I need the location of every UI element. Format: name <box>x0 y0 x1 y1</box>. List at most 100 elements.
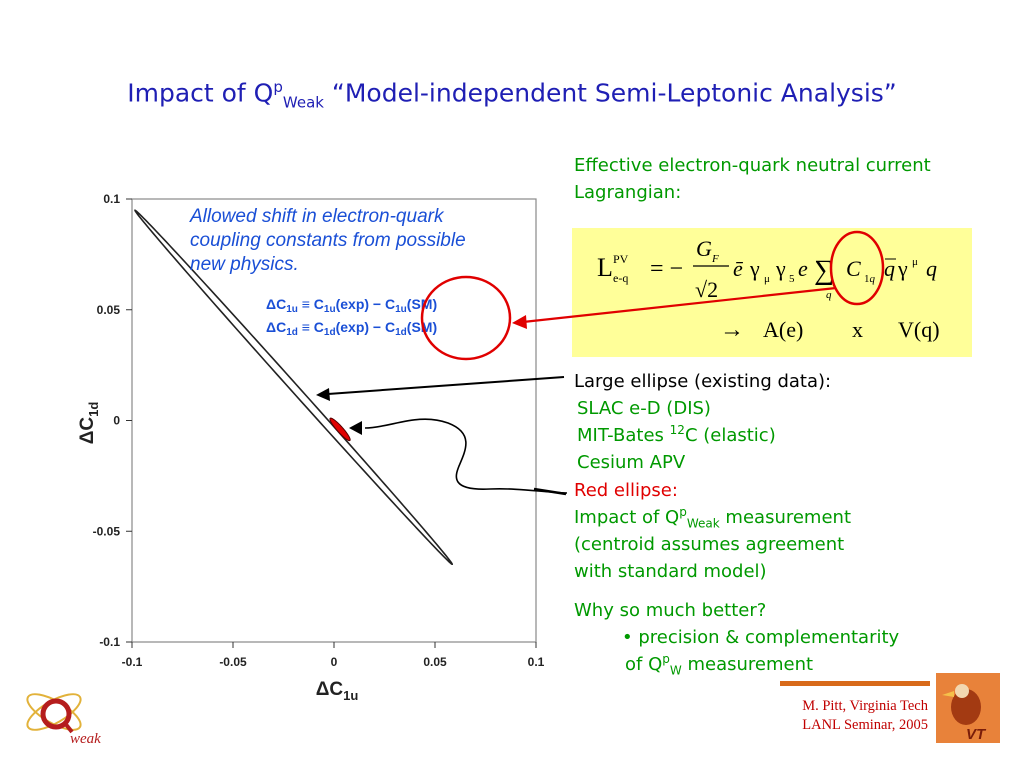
formula-L-sup: PV <box>613 252 629 266</box>
x-axis-label-main: ΔC <box>316 679 344 700</box>
formula-e: e <box>798 256 808 281</box>
formula-mu-sup: μ <box>912 256 918 268</box>
definition-c1u-sub: 1u <box>324 304 336 315</box>
why-bullet: • precision & complementarity <box>622 627 900 648</box>
definition-c1u: ΔC1u ≡ C1u(exp) − C1u(SM) <box>266 296 437 315</box>
definition-c1d-exp: (exp) − C <box>336 319 396 335</box>
large-ellipse-item-slac: SLAC e-D (DIS) <box>577 398 711 419</box>
large-ellipse-heading: Large ellipse (existing data): <box>574 371 832 392</box>
qweak-logo-text: weak <box>70 731 101 747</box>
x-tick-label: 0 <box>331 655 338 669</box>
qweak-logo: weak <box>26 693 101 747</box>
plot-annotation-line-3: new physics. <box>190 254 299 275</box>
formula-L: L <box>597 253 613 282</box>
formula-sum: ∑ <box>814 255 834 286</box>
red-ellipse-line-3: with standard model) <box>574 561 767 582</box>
formula-mu-sub: μ <box>764 273 770 285</box>
formula-box <box>572 228 972 357</box>
large-ellipse <box>134 209 453 566</box>
red-arrowhead <box>512 315 527 329</box>
y-tick-label: 0.05 <box>97 303 121 317</box>
red-ellipse-line-1: Impact of QpWeak measurement <box>574 505 852 531</box>
formula-C-sub: 1q <box>864 273 876 285</box>
formula-sum-q: q <box>826 289 832 301</box>
definition-c1u-equiv: ≡ C <box>298 296 324 312</box>
definition-c1u-exp: (exp) − C <box>336 296 396 312</box>
definition-c1d: ΔC1d ≡ C1d(exp) − C1d(SM) <box>266 319 437 338</box>
red-ellipse-arrowhead <box>349 421 362 435</box>
definition-c1d-sub: 1d <box>324 327 336 338</box>
definition-c1d-delta: ΔC <box>266 319 286 335</box>
vt-logo-bird-head <box>955 684 969 698</box>
vt-logo-text: VT <box>966 726 987 743</box>
formula-sqrt2: √2 <box>695 277 718 302</box>
red-ellipse-heading: Red ellipse: <box>574 480 678 501</box>
x-tick-label: -0.05 <box>219 655 247 669</box>
y-tick-label: -0.1 <box>99 635 120 649</box>
formula-gamma-mu2: γ <box>897 256 908 281</box>
plot-annotation-line-1: Allowed shift in electron-quark <box>189 206 445 227</box>
red-ellipse-connector-tail <box>533 487 567 496</box>
x-axis-label-sub: 1u <box>343 688 358 703</box>
definition-c1d-equiv: ≡ C <box>298 319 324 335</box>
formula-q: q <box>926 256 937 281</box>
large-ellipse-arrow <box>327 376 565 395</box>
formula-GF-sub: F <box>711 253 719 265</box>
formula-bottom-Ae: A(e) <box>763 317 803 342</box>
x-tick-label: -0.1 <box>122 655 143 669</box>
footer-venue: LANL Seminar, 2005 <box>802 717 928 733</box>
lagrangian-intro: Effective electron-quark neutral current… <box>574 155 931 203</box>
footer-credit: M. Pitt, Virginia Tech LANL Seminar, 200… <box>802 697 928 735</box>
large-ellipse-block: Large ellipse (existing data): SLAC e-D … <box>574 368 974 476</box>
formula-bottom-Vq: V(q) <box>898 317 940 342</box>
y-axis-label-main: ΔC <box>77 417 98 445</box>
formula-GF: G <box>696 236 712 261</box>
formula-L-sub: e-q <box>613 271 628 285</box>
large-ellipse-arrowhead <box>316 388 330 401</box>
slide-title: Impact of QpWeak “Model-independent Semi… <box>127 78 897 112</box>
vt-logo-bird-body <box>951 689 981 725</box>
definition-c1u-sm: (SM) <box>407 296 437 312</box>
formula-qbar: q <box>884 256 895 281</box>
definition-c1d-sub: 1d <box>286 327 298 338</box>
definition-c1u-sub: 1u <box>395 304 407 315</box>
y-tick-label: 0 <box>113 414 120 428</box>
y-tick-label: 0.1 <box>103 192 120 206</box>
definition-c1d-sub: 1d <box>395 327 407 338</box>
why-question: Why so much better? <box>574 600 767 621</box>
formula-gamma-mu: γ <box>749 256 760 281</box>
red-ellipse-connector <box>364 418 568 494</box>
qweak-logo-core <box>40 698 72 730</box>
qweak-logo-q-tail <box>62 720 74 734</box>
formula-C: C <box>846 256 861 281</box>
footer-author: M. Pitt, Virginia Tech <box>802 698 928 714</box>
formula-ebar: ē <box>733 256 744 281</box>
y-axis-label-sub: 1d <box>86 402 101 417</box>
x-tick-label: 0.05 <box>423 655 447 669</box>
highlight-circle-c1q <box>829 230 885 306</box>
formula-C-sub-q: q <box>870 273 876 285</box>
tick-layer: -0.1 -0.05 0 0.05 0.1 0.1 0.05 0 -0.05 -0.1 <box>93 192 545 669</box>
y-axis-label: ΔC1d <box>77 402 101 445</box>
definition-c1u-sub: 1u <box>286 304 298 315</box>
large-ellipse-item-mit: MIT-Bates 12C (elastic) <box>577 423 776 446</box>
red-ellipse <box>329 417 351 442</box>
why-block: Why so much better? • precision & comple… <box>574 597 974 678</box>
formula-bottom-x: x <box>852 317 863 342</box>
footer-rule <box>780 681 930 686</box>
red-arrow <box>522 286 837 324</box>
plot-annotation-line-2: coupling constants from possible <box>190 230 466 251</box>
x-axis-label: ΔC1u <box>316 679 359 703</box>
x-tick-label: 0.1 <box>528 655 545 669</box>
highlight-circle-definitions <box>420 275 512 361</box>
vt-logo: VT <box>936 673 1000 743</box>
formula-bottom-arrow: → <box>720 317 744 343</box>
definition-c1u-delta: ΔC <box>266 296 286 312</box>
formula-gamma5: γ <box>775 256 786 281</box>
red-ellipse-line-2: (centroid assumes agreement <box>574 534 845 555</box>
vt-logo-bird-beak <box>942 691 954 697</box>
y-tick-label: -0.05 <box>93 524 121 538</box>
formula-5-sub: 5 <box>789 273 795 285</box>
ellipse-layer <box>134 209 453 566</box>
